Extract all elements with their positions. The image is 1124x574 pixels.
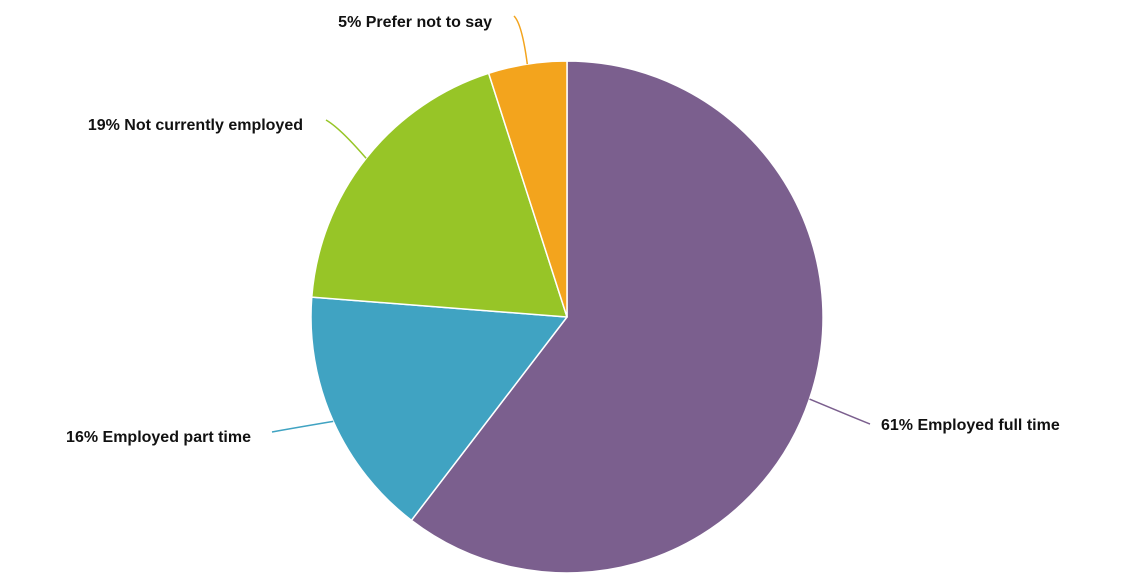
pie-slice-employed-part-time	[310, 296, 568, 522]
pie-slices	[310, 60, 824, 574]
pie-slice-not-currently-employed	[311, 72, 568, 318]
leader-line-prefer-not-to-say	[513, 15, 529, 65]
leader-line-employed-full-time	[809, 398, 871, 425]
leader-line-employed-part-time	[271, 420, 334, 433]
leader-line-not-currently-employed	[325, 119, 367, 159]
slice-label-not-currently-employed: 19% Not currently employed	[88, 117, 303, 134]
slice-label-employed-full-time: 61% Employed full time	[881, 417, 1060, 434]
leader-lines	[271, 15, 871, 433]
slice-label-prefer-not-to-say: 5% Prefer not to say	[338, 14, 492, 31]
pie-slice-employed-full-time	[410, 60, 824, 574]
slice-label-employed-part-time: 16% Employed part time	[66, 429, 251, 446]
